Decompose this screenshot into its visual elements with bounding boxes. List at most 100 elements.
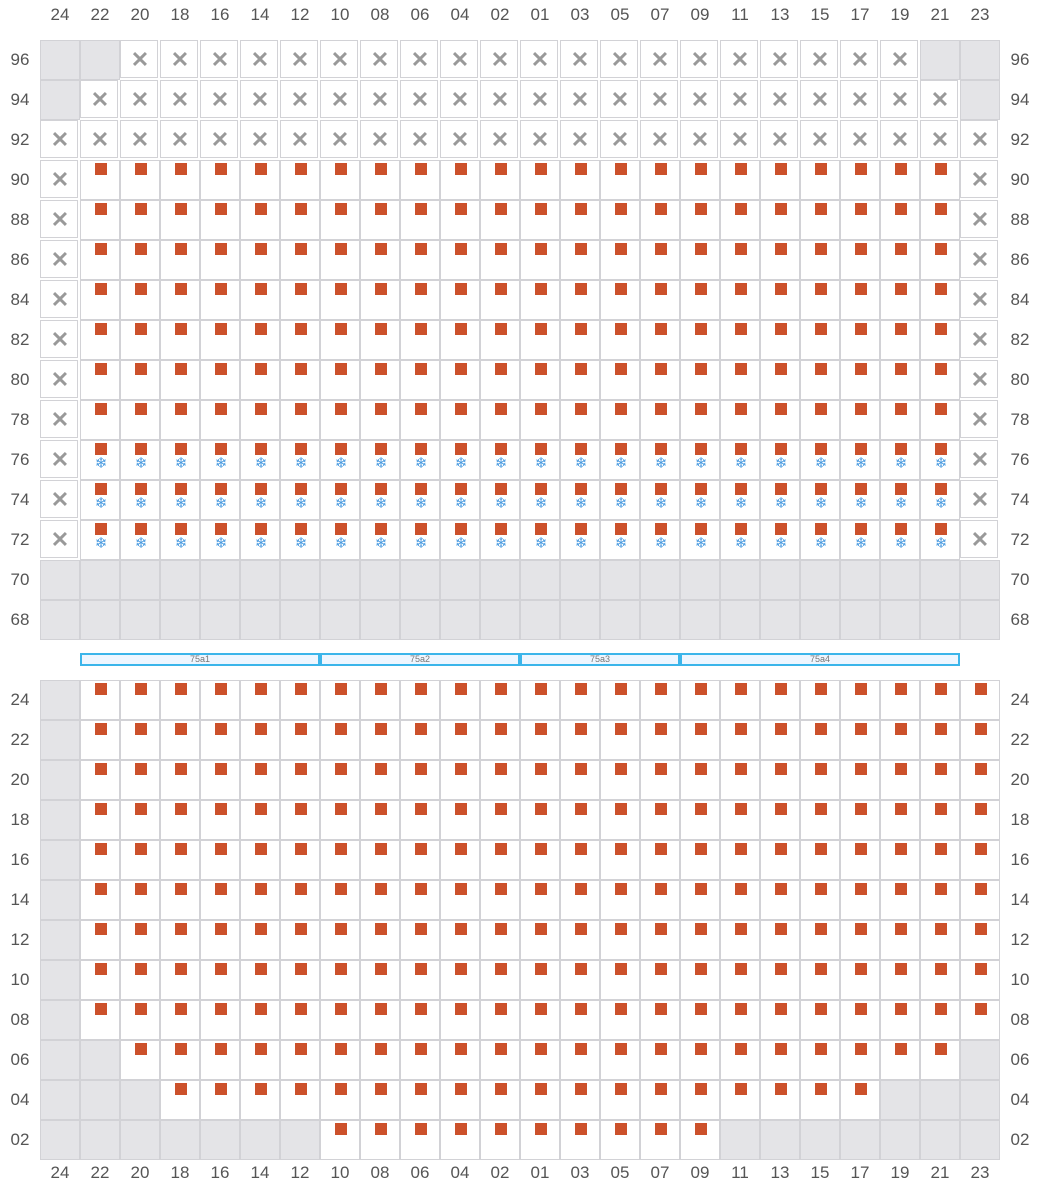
- bottom-slot-cell[interactable]: [480, 1120, 520, 1160]
- bottom-slot-cell[interactable]: [640, 960, 680, 1000]
- bottom-slot-cell[interactable]: [360, 1000, 400, 1040]
- bottom-slot-cell[interactable]: [200, 760, 240, 800]
- bottom-slot-cell[interactable]: [80, 960, 120, 1000]
- top-slot-cell[interactable]: [680, 240, 720, 280]
- bottom-slot-cell[interactable]: [760, 920, 800, 960]
- bottom-slot-cell[interactable]: [640, 920, 680, 960]
- top-slot-cell[interactable]: [560, 400, 600, 440]
- bottom-slot-cell[interactable]: [800, 680, 840, 720]
- bottom-slot-cell[interactable]: [680, 1040, 720, 1080]
- top-slot-cell[interactable]: ❄: [480, 440, 520, 480]
- top-slot-cell[interactable]: ✕: [760, 80, 798, 118]
- top-slot-cell[interactable]: ✕: [800, 120, 838, 158]
- top-slot-cell[interactable]: ❄: [680, 520, 720, 560]
- top-slot-cell[interactable]: [680, 280, 720, 320]
- bottom-slot-cell[interactable]: [800, 880, 840, 920]
- top-slot-cell[interactable]: [560, 240, 600, 280]
- bottom-slot-cell[interactable]: [240, 800, 280, 840]
- top-slot-cell[interactable]: ✕: [920, 80, 958, 118]
- top-slot-cell[interactable]: ❄: [160, 440, 200, 480]
- bottom-slot-cell[interactable]: [920, 680, 960, 720]
- bottom-slot-cell[interactable]: [800, 1080, 840, 1120]
- bottom-slot-cell[interactable]: [200, 1040, 240, 1080]
- top-slot-cell[interactable]: ❄: [480, 520, 520, 560]
- top-slot-cell[interactable]: ✕: [800, 80, 838, 118]
- bottom-slot-cell[interactable]: [400, 760, 440, 800]
- top-slot-cell[interactable]: ❄: [400, 480, 440, 520]
- bottom-slot-cell[interactable]: [400, 880, 440, 920]
- bottom-slot-cell[interactable]: [160, 1080, 200, 1120]
- top-slot-cell[interactable]: ✕: [40, 120, 78, 158]
- bottom-slot-cell[interactable]: [240, 680, 280, 720]
- top-slot-cell[interactable]: ❄: [280, 440, 320, 480]
- top-slot-cell[interactable]: [880, 160, 920, 200]
- top-slot-cell[interactable]: [880, 240, 920, 280]
- bottom-slot-cell[interactable]: [880, 800, 920, 840]
- top-slot-cell[interactable]: ❄: [360, 440, 400, 480]
- top-slot-cell[interactable]: [80, 280, 120, 320]
- bottom-slot-cell[interactable]: [280, 720, 320, 760]
- top-slot-cell[interactable]: ✕: [200, 120, 238, 158]
- bottom-slot-cell[interactable]: [880, 880, 920, 920]
- bottom-slot-cell[interactable]: [320, 800, 360, 840]
- bottom-slot-cell[interactable]: [360, 1080, 400, 1120]
- top-slot-cell[interactable]: [160, 240, 200, 280]
- bottom-slot-cell[interactable]: [760, 880, 800, 920]
- top-slot-cell[interactable]: ✕: [40, 320, 78, 358]
- top-slot-cell[interactable]: ✕: [960, 200, 998, 238]
- bottom-slot-cell[interactable]: [600, 840, 640, 880]
- top-slot-cell[interactable]: [200, 360, 240, 400]
- bottom-slot-cell[interactable]: [240, 840, 280, 880]
- bottom-slot-cell[interactable]: [680, 1080, 720, 1120]
- top-slot-cell[interactable]: [280, 400, 320, 440]
- top-slot-cell[interactable]: [840, 200, 880, 240]
- top-slot-cell[interactable]: [800, 200, 840, 240]
- top-slot-cell[interactable]: ✕: [280, 80, 318, 118]
- top-slot-cell[interactable]: [80, 320, 120, 360]
- top-slot-cell[interactable]: ✕: [560, 40, 598, 78]
- top-slot-cell[interactable]: ✕: [120, 120, 158, 158]
- top-slot-cell[interactable]: ✕: [560, 80, 598, 118]
- top-slot-cell[interactable]: [480, 360, 520, 400]
- top-slot-cell[interactable]: ✕: [360, 40, 398, 78]
- top-slot-cell[interactable]: [480, 400, 520, 440]
- top-slot-cell[interactable]: [600, 240, 640, 280]
- top-slot-cell[interactable]: [520, 320, 560, 360]
- top-slot-cell[interactable]: [840, 360, 880, 400]
- bottom-slot-cell[interactable]: [640, 1120, 680, 1160]
- bottom-slot-cell[interactable]: [800, 960, 840, 1000]
- top-slot-cell[interactable]: [800, 240, 840, 280]
- top-slot-cell[interactable]: ✕: [240, 120, 278, 158]
- bottom-slot-cell[interactable]: [840, 880, 880, 920]
- bottom-slot-cell[interactable]: [120, 960, 160, 1000]
- top-slot-cell[interactable]: [320, 360, 360, 400]
- top-slot-cell[interactable]: [360, 200, 400, 240]
- bottom-slot-cell[interactable]: [640, 680, 680, 720]
- top-slot-cell[interactable]: ❄: [440, 480, 480, 520]
- top-slot-cell[interactable]: [760, 400, 800, 440]
- top-slot-cell[interactable]: [280, 360, 320, 400]
- bottom-slot-cell[interactable]: [920, 760, 960, 800]
- bottom-slot-cell[interactable]: [160, 1040, 200, 1080]
- bottom-slot-cell[interactable]: [680, 920, 720, 960]
- bottom-slot-cell[interactable]: [240, 1080, 280, 1120]
- top-slot-cell[interactable]: ✕: [520, 40, 558, 78]
- bottom-slot-cell[interactable]: [960, 800, 1000, 840]
- top-slot-cell[interactable]: ✕: [360, 80, 398, 118]
- bottom-slot-cell[interactable]: [400, 1040, 440, 1080]
- top-slot-cell[interactable]: ✕: [80, 120, 118, 158]
- top-slot-cell[interactable]: [400, 280, 440, 320]
- top-slot-cell[interactable]: ✕: [120, 40, 158, 78]
- bottom-slot-cell[interactable]: [520, 680, 560, 720]
- top-slot-cell[interactable]: [200, 320, 240, 360]
- bottom-slot-cell[interactable]: [160, 720, 200, 760]
- top-slot-cell[interactable]: ✕: [120, 80, 158, 118]
- top-slot-cell[interactable]: ✕: [400, 120, 438, 158]
- top-slot-cell[interactable]: [720, 160, 760, 200]
- top-slot-cell[interactable]: [920, 400, 960, 440]
- bottom-slot-cell[interactable]: [400, 960, 440, 1000]
- bottom-slot-cell[interactable]: [200, 1000, 240, 1040]
- top-slot-cell[interactable]: [720, 240, 760, 280]
- bottom-slot-cell[interactable]: [720, 960, 760, 1000]
- bottom-slot-cell[interactable]: [120, 800, 160, 840]
